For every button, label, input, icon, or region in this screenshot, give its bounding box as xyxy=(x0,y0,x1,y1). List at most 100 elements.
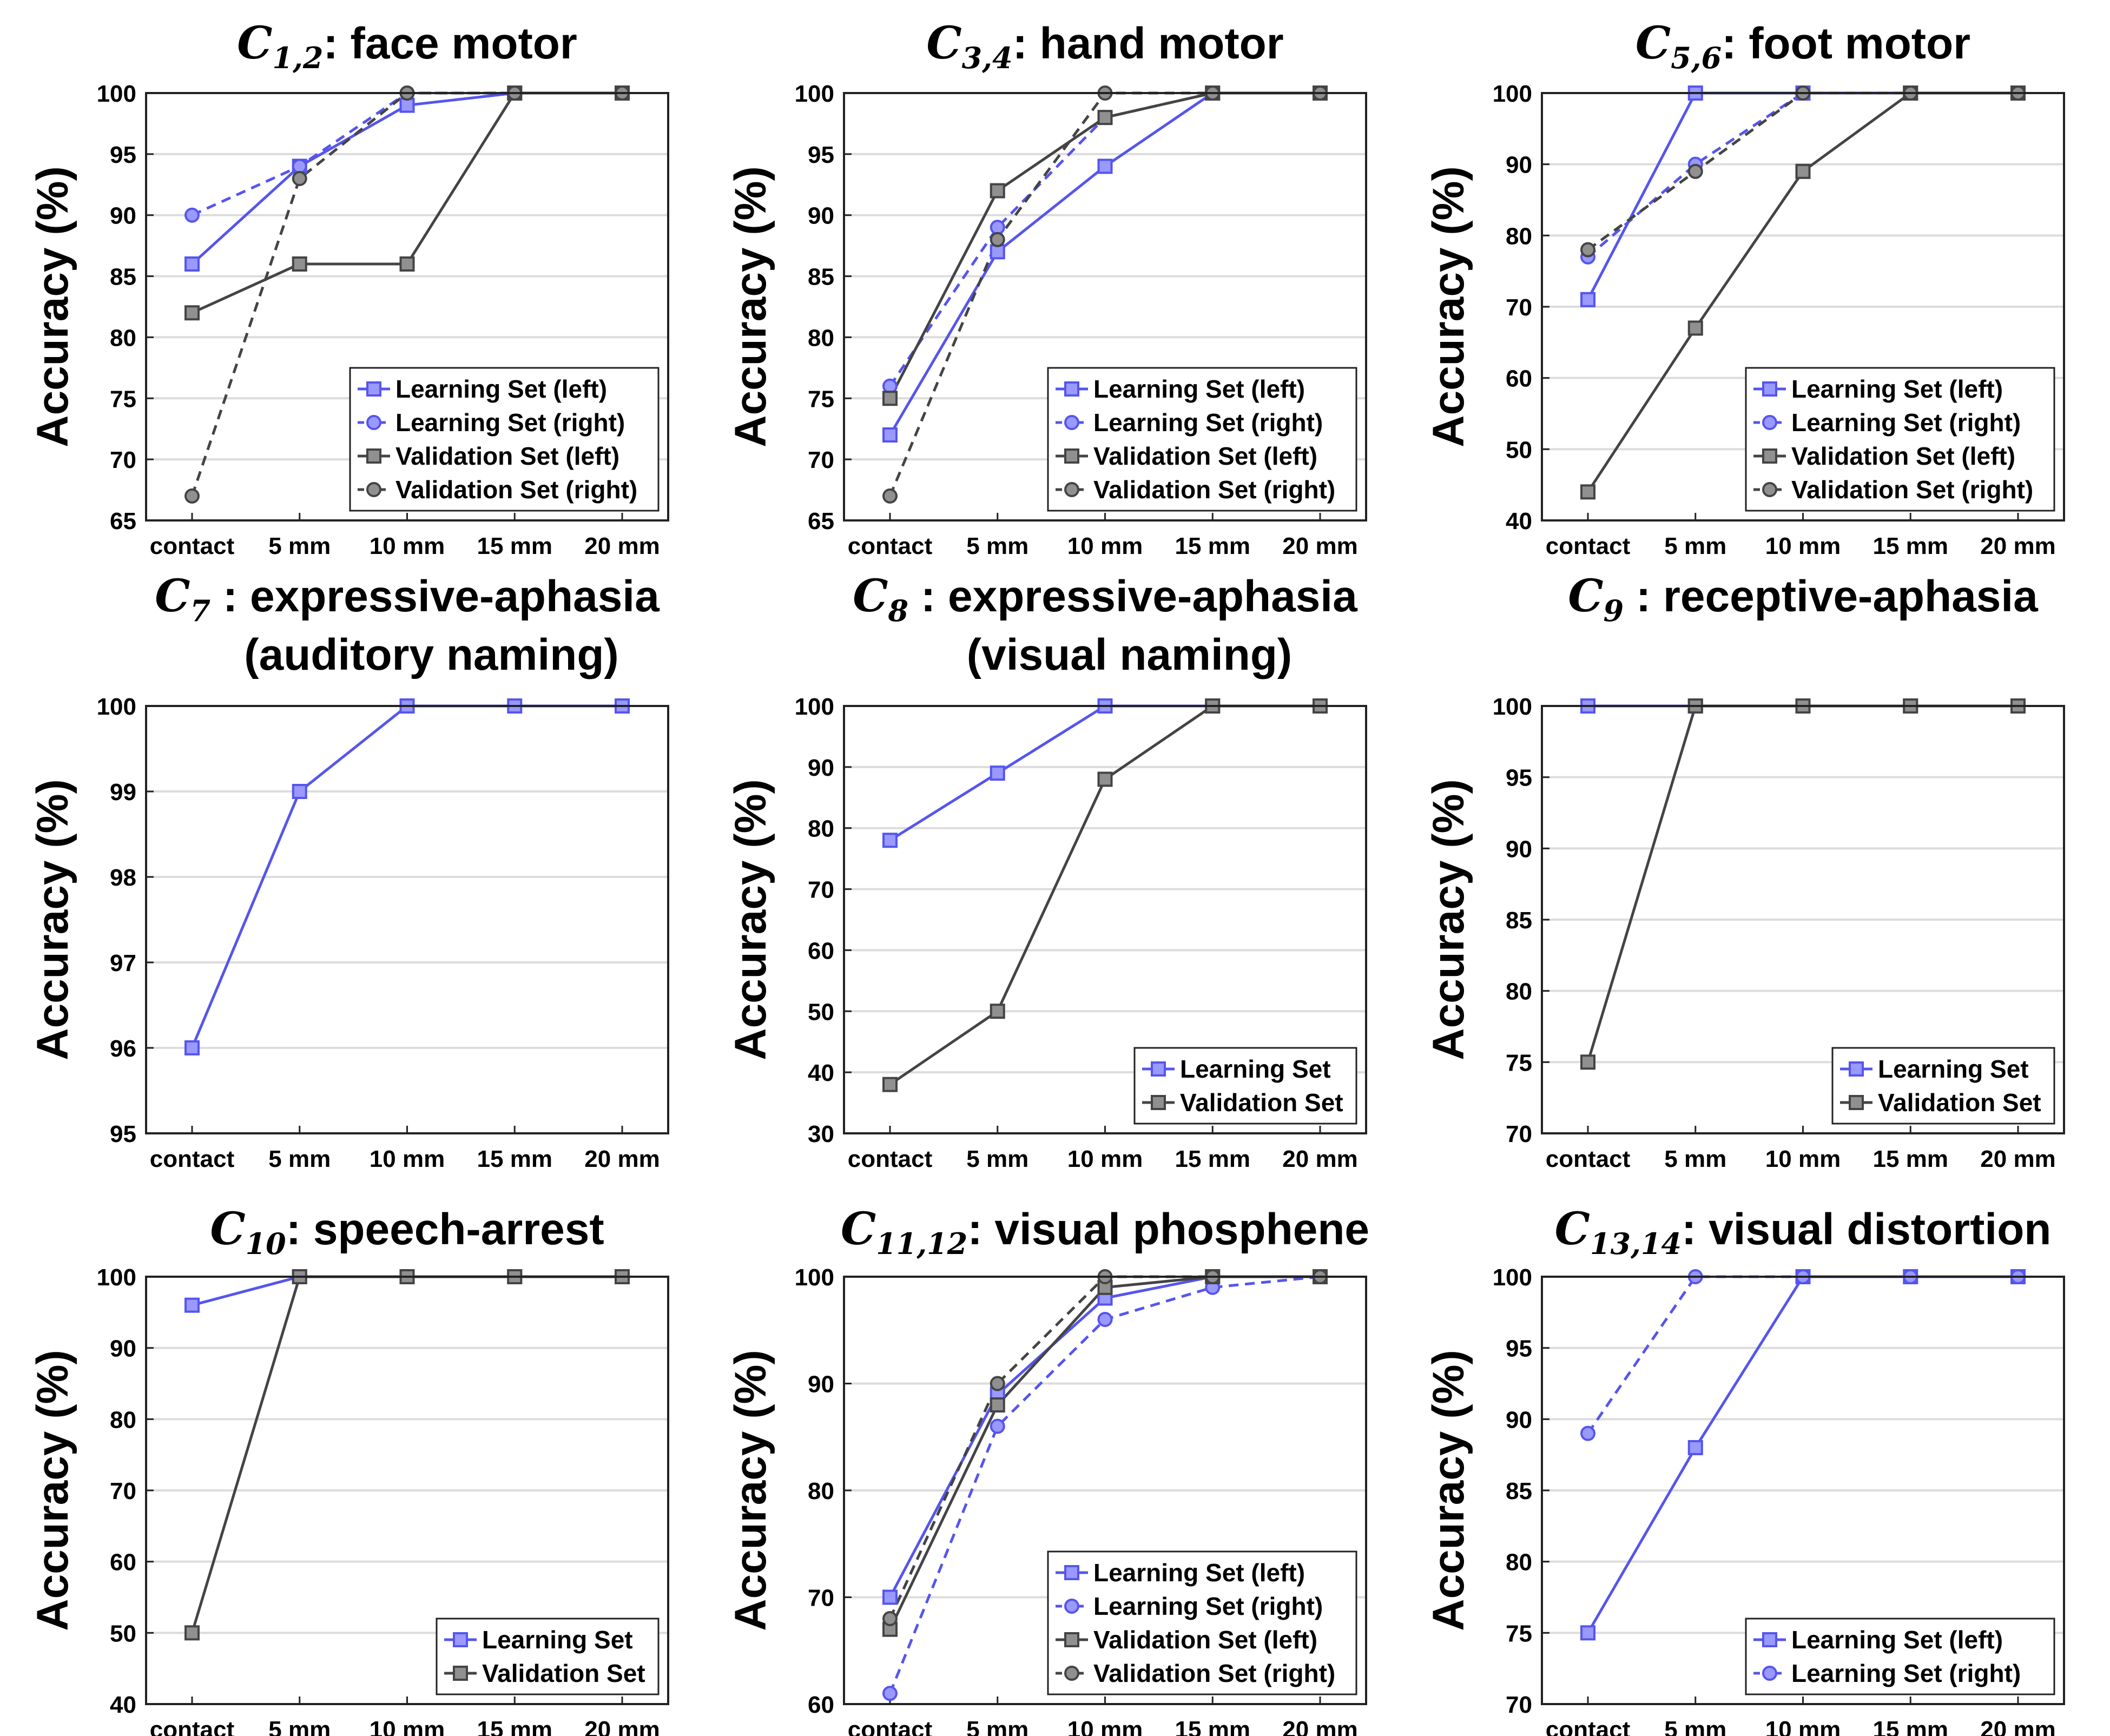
series-line-1 xyxy=(1586,91,2018,300)
data-point-series2-5mm xyxy=(990,220,1005,235)
data-point-series1-5mm xyxy=(990,244,1005,260)
legend-label: Learning Set (left) xyxy=(395,375,607,403)
title-text: : expressive-aphasia xyxy=(210,572,660,621)
legend-marker xyxy=(1849,1061,1864,1077)
series-line-2 xyxy=(889,704,1320,1086)
data-point-series1-contact xyxy=(184,256,200,272)
legend-box xyxy=(436,1618,660,1695)
y-axis-label: Accuracy (%) xyxy=(726,166,775,447)
y-tick-label: 100 xyxy=(97,81,136,107)
x-tick-label: 20 mm xyxy=(1980,1146,2055,1172)
x-tick-label: 10 mm xyxy=(1765,533,1841,559)
legend-box xyxy=(1745,1618,2055,1695)
y-tick-label: 100 xyxy=(795,694,834,720)
data-point-series4-5mm xyxy=(1687,163,1703,179)
y-axis-label: Accuracy (%) xyxy=(1424,166,1473,447)
y-tick-label: 40 xyxy=(808,1060,834,1086)
y-tick-label: 100 xyxy=(97,694,136,720)
axes-frame xyxy=(145,1276,669,1705)
y-tick-label: 40 xyxy=(1506,508,1532,534)
legend-label: Validation Set xyxy=(1878,1088,2041,1117)
legend: Learning Set Validation Set xyxy=(1831,1047,2055,1125)
x-tick-label: contact xyxy=(150,1146,235,1172)
y-tick-label: 30 xyxy=(808,1121,834,1147)
x-tick-label: 10 mm xyxy=(1067,533,1143,559)
legend: Learning Set (left) Learning Set (right) xyxy=(1745,1618,2055,1695)
data-point-series1-10mm xyxy=(1097,159,1113,174)
y-tick-label: 65 xyxy=(808,508,834,534)
plot-area xyxy=(1580,1269,2026,1641)
y-tick-label: 85 xyxy=(1506,907,1532,934)
y-tick-label: 60 xyxy=(808,1692,834,1718)
data-point-series4-contact xyxy=(1580,242,1595,258)
y-tick-label: 90 xyxy=(1506,836,1532,862)
panel-6: C9 : receptive-aphasia Accuracy (%) 70 75 80… xyxy=(1424,570,2065,1172)
x-tick-label: contact xyxy=(150,1717,235,1736)
y-tick-label: 95 xyxy=(1506,1336,1532,1362)
y-tick-label: 97 xyxy=(110,950,136,976)
panel-1: C1,2: face motor Accuracy (%) 65 70 75 80 85 90… xyxy=(28,17,669,559)
x-tick-label: 15 mm xyxy=(1873,1717,1948,1736)
x-tick-label: contact xyxy=(848,1717,933,1736)
data-point-series2-5mm xyxy=(292,159,307,174)
y-axis-label: Accuracy (%) xyxy=(1424,1350,1473,1631)
x-tick-label: 20 mm xyxy=(1980,1717,2055,1736)
data-point-series2-contact xyxy=(1580,1054,1595,1070)
legend-label: Learning Set (left) xyxy=(1093,375,1305,403)
panel-2: C3,4: hand motor Accuracy (%) 65 70 75 80 85 90… xyxy=(726,17,1367,559)
y-tick-label: 90 xyxy=(808,203,834,229)
data-point-series2-contact xyxy=(184,207,200,223)
legend-label: Validation Set (right) xyxy=(395,476,637,504)
x-tick-label: 5 mm xyxy=(268,1146,331,1172)
y-tick-label: 70 xyxy=(1506,1692,1532,1718)
y-tick-label: 100 xyxy=(1493,694,1532,720)
x-tick-label: 10 mm xyxy=(370,1146,445,1172)
panel-title: C10: speech-arrest xyxy=(210,1203,604,1261)
y-tick-label: 50 xyxy=(110,1620,136,1647)
panel-7: C10: speech-arrest Accuracy (%) 40 50 60 70 80… xyxy=(28,1203,669,1736)
x-tick-label: 20 mm xyxy=(584,1146,660,1172)
title-symbol: C xyxy=(1568,570,1603,622)
legend-label: Validation Set (right) xyxy=(1093,1659,1335,1687)
legend: Learning Set Validation Set xyxy=(436,1618,660,1695)
y-tick-label: 60 xyxy=(1506,366,1532,392)
data-point-series3-10mm xyxy=(1097,110,1113,126)
x-tick-label: 20 mm xyxy=(584,533,660,559)
y-tick-label: 99 xyxy=(110,779,136,806)
y-tick-label: 60 xyxy=(110,1549,136,1576)
y-tick-label: 96 xyxy=(110,1035,136,1062)
y-tick-label: 70 xyxy=(808,447,834,473)
data-point-series1-contact xyxy=(184,1297,200,1313)
y-tick-label: 70 xyxy=(1506,1121,1532,1147)
panel-3: C5,6: foot motor Accuracy (%) 40 50 60 70 80 90… xyxy=(1424,17,2065,559)
panel-4: C7 : expressive-aphasia(auditory naming)… xyxy=(28,570,669,1172)
data-point-series3-10mm xyxy=(1097,1279,1113,1295)
title-text: : speech-arrest xyxy=(286,1205,604,1254)
legend-marker xyxy=(1151,1061,1166,1077)
x-tick-label: 15 mm xyxy=(477,533,552,559)
title-text: : visual phosphene xyxy=(967,1205,1369,1254)
title-symbol: C xyxy=(853,570,888,622)
title-text: : hand motor xyxy=(1013,19,1284,68)
legend: Learning Set Validation Set xyxy=(1133,1047,1357,1125)
legend-label: Learning Set (right) xyxy=(1791,408,2021,437)
legend: Learning Set (left) Learning Set (right) V… xyxy=(1047,367,1357,512)
data-point-series3-5mm xyxy=(990,183,1005,199)
y-tick-label: 75 xyxy=(1506,1049,1532,1076)
y-tick-label: 85 xyxy=(808,264,834,291)
y-tick-label: 65 xyxy=(110,508,136,534)
y-tick-label: 80 xyxy=(110,325,136,351)
axes-frame xyxy=(1541,92,2065,522)
x-tick-label: 15 mm xyxy=(1873,533,1948,559)
legend-marker xyxy=(1064,1632,1079,1647)
panel-title: C9 : receptive-aphasia xyxy=(1568,570,2039,628)
x-tick-label: 5 mm xyxy=(268,533,331,559)
panel-title: C13,14: visual distortion xyxy=(1555,1203,2052,1261)
y-tick-label: 60 xyxy=(808,938,834,964)
x-tick-label: 5 mm xyxy=(966,1146,1028,1172)
x-tick-label: 20 mm xyxy=(1282,1717,1357,1736)
y-tick-label: 98 xyxy=(110,864,136,891)
data-point-series3-5mm xyxy=(292,256,307,272)
y-tick-label: 90 xyxy=(808,755,834,781)
